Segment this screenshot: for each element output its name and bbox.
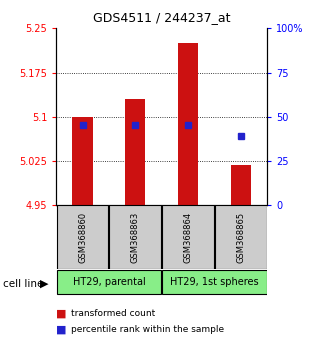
Title: GDS4511 / 244237_at: GDS4511 / 244237_at <box>93 11 230 24</box>
Text: ▶: ▶ <box>40 279 49 289</box>
Text: GSM368860: GSM368860 <box>78 212 87 263</box>
Text: GSM368864: GSM368864 <box>183 212 193 263</box>
Text: GSM368865: GSM368865 <box>236 212 246 263</box>
Bar <box>215 205 267 269</box>
Text: transformed count: transformed count <box>71 309 155 318</box>
Bar <box>110 205 161 269</box>
Bar <box>231 165 251 205</box>
Text: percentile rank within the sample: percentile rank within the sample <box>71 325 224 334</box>
Text: cell line: cell line <box>3 279 44 289</box>
Text: ■: ■ <box>56 324 67 334</box>
Bar <box>125 99 145 205</box>
Text: ■: ■ <box>56 308 67 318</box>
Bar <box>178 43 198 205</box>
Bar <box>162 270 267 294</box>
Bar <box>73 117 92 205</box>
Text: HT29, 1st spheres: HT29, 1st spheres <box>170 277 259 287</box>
Bar <box>57 205 108 269</box>
Bar <box>57 270 161 294</box>
Text: GSM368863: GSM368863 <box>131 212 140 263</box>
Bar <box>162 205 214 269</box>
Text: HT29, parental: HT29, parental <box>73 277 145 287</box>
